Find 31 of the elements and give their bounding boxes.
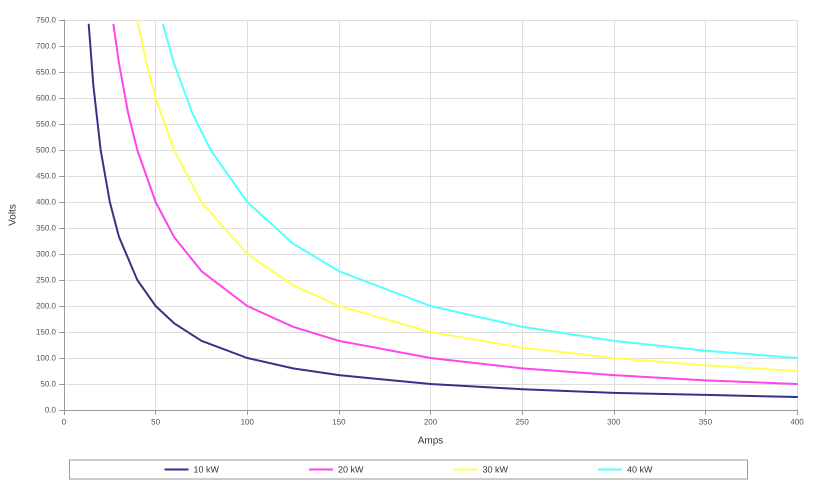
y-tick-label: 550.0 (36, 120, 57, 128)
x-axis-title: Amps (418, 436, 444, 446)
x-tick-label: 0 (62, 418, 67, 426)
x-tick-label: 150 (332, 418, 346, 426)
y-tick-label: 300.0 (36, 250, 57, 258)
y-tick-label: 50.0 (40, 380, 57, 388)
y-tick-label: 500.0 (36, 146, 57, 154)
x-tick-label: 300 (607, 418, 621, 426)
x-tick-label: 250 (515, 418, 530, 426)
x-tick-label: 350 (698, 418, 713, 426)
y-tick-label: 700.0 (36, 42, 57, 50)
x-tick-label: 100 (240, 418, 254, 426)
y-tick-label: 600.0 (36, 94, 57, 102)
y-tick-label: 350.0 (36, 224, 57, 232)
y-tick-label: 200.0 (36, 302, 57, 310)
legend-label: 40 kW (627, 464, 654, 474)
y-tick-label: 750.0 (36, 16, 57, 24)
y-tick-label: 400.0 (36, 198, 57, 206)
y-tick-label: 100.0 (36, 354, 57, 362)
y-tick-label: 0.0 (44, 406, 57, 414)
x-tick-label: 50 (151, 418, 161, 426)
legend-label: 20 kW (338, 464, 364, 474)
legend-label: 30 kW (482, 464, 509, 474)
y-tick-label: 650.0 (36, 68, 57, 76)
x-tick-label: 400 (790, 418, 804, 426)
legend-label: 10 kW (193, 464, 220, 474)
x-tick-label: 200 (424, 418, 438, 426)
y-axis-title: Volts (8, 204, 18, 226)
y-tick-label: 250.0 (36, 276, 57, 284)
y-tick-label: 450.0 (36, 172, 57, 180)
y-tick-label: 150.0 (36, 328, 57, 336)
